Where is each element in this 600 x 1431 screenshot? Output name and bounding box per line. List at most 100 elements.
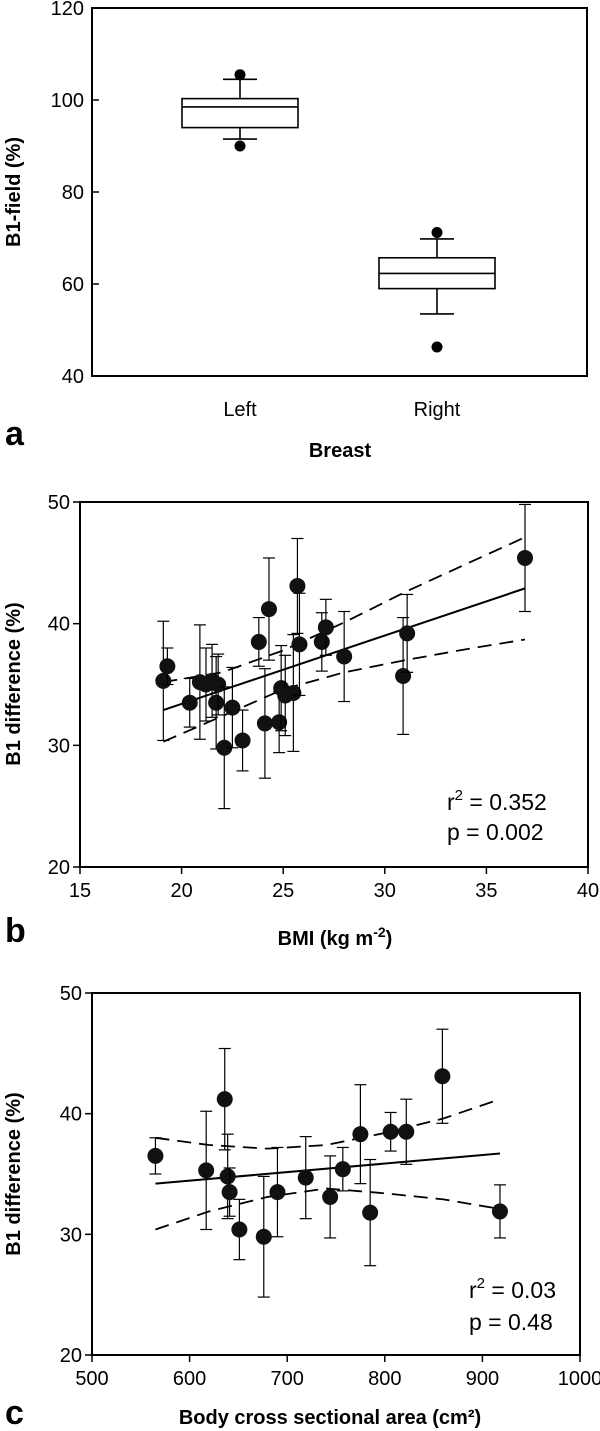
r-squared-text: r2 = 0.352 bbox=[447, 787, 547, 815]
data-point bbox=[399, 625, 416, 642]
data-point-group bbox=[285, 634, 302, 753]
p-value-text: p = 0.002 bbox=[447, 819, 544, 845]
data-point bbox=[208, 694, 225, 711]
x-axis-label: BMI (kg m-2) bbox=[278, 924, 393, 950]
data-point bbox=[231, 1221, 248, 1238]
x-tick-label: Left bbox=[223, 399, 257, 421]
y-tick-label: 120 bbox=[51, 0, 84, 20]
data-point bbox=[285, 685, 302, 702]
data-point-group bbox=[210, 653, 227, 716]
data-points bbox=[147, 1028, 508, 1298]
data-point bbox=[255, 1228, 272, 1245]
data-point bbox=[155, 672, 172, 689]
x-tick-label: 1000 bbox=[558, 1368, 600, 1390]
data-point-group bbox=[317, 598, 334, 656]
y-tick-label: 40 bbox=[60, 1104, 82, 1126]
data-point bbox=[297, 1169, 314, 1186]
box-left bbox=[181, 69, 299, 152]
data-point-group bbox=[255, 1175, 272, 1298]
data-point-group bbox=[297, 1135, 314, 1220]
data-point-group bbox=[517, 503, 534, 613]
data-point-group bbox=[269, 1146, 286, 1238]
data-point-group bbox=[208, 655, 225, 750]
data-point bbox=[219, 1168, 236, 1185]
data-point bbox=[271, 714, 288, 731]
y-tick-label: 30 bbox=[48, 735, 70, 757]
y-tick-label: 80 bbox=[62, 182, 84, 204]
box-series bbox=[181, 69, 496, 353]
y-axis-label: B1 difference (%) bbox=[3, 1092, 25, 1255]
outlier-point bbox=[431, 341, 443, 353]
data-point bbox=[216, 1091, 233, 1108]
data-point-group bbox=[181, 677, 198, 728]
x-tick-label: 700 bbox=[271, 1368, 304, 1390]
regression-lines bbox=[155, 1098, 501, 1231]
data-point bbox=[250, 633, 267, 650]
data-point bbox=[395, 667, 412, 684]
data-point bbox=[336, 648, 353, 665]
data-point-group bbox=[231, 1198, 248, 1261]
data-point bbox=[322, 1188, 339, 1205]
data-point bbox=[491, 1203, 508, 1220]
data-point bbox=[221, 1184, 238, 1201]
y-tick-label: 20 bbox=[48, 857, 70, 879]
data-point-group bbox=[322, 1155, 339, 1239]
panel-label-c: c bbox=[5, 1394, 24, 1431]
data-point bbox=[216, 739, 233, 756]
data-point-group bbox=[334, 1146, 351, 1192]
y-tick-label: 100 bbox=[51, 90, 84, 112]
data-point-group bbox=[491, 1184, 508, 1239]
p-value-text: p = 0.48 bbox=[469, 1309, 553, 1335]
y-tick-label: 60 bbox=[62, 274, 84, 296]
panel-label-b: b bbox=[5, 912, 26, 950]
confidence-band-lower bbox=[162, 638, 526, 743]
data-point bbox=[260, 601, 277, 618]
data-point bbox=[317, 619, 334, 636]
x-tick-label: 20 bbox=[170, 880, 192, 902]
plot-frame bbox=[91, 7, 588, 377]
data-point-group bbox=[256, 668, 273, 779]
x-tick-label: 15 bbox=[69, 880, 91, 902]
data-point bbox=[224, 699, 241, 716]
data-point bbox=[398, 1123, 415, 1140]
data-point-group bbox=[291, 592, 308, 697]
data-point bbox=[181, 694, 198, 711]
data-point-group bbox=[260, 557, 277, 661]
data-point bbox=[517, 549, 534, 566]
data-point-group bbox=[159, 647, 176, 686]
data-point-group bbox=[399, 593, 416, 673]
confidence-band-lower bbox=[155, 1187, 501, 1231]
r-squared-text: r2 = 0.03 bbox=[469, 1275, 556, 1303]
axis-ticks: 500 600 700 800 900 1000 20 30 40 50 bbox=[60, 983, 600, 1390]
x-tick-label: 500 bbox=[75, 1368, 108, 1390]
x-tick-label: 800 bbox=[368, 1368, 401, 1390]
data-point-group bbox=[216, 686, 233, 810]
plot-frame bbox=[79, 501, 589, 868]
data-point bbox=[289, 577, 306, 594]
x-tick-label: 600 bbox=[173, 1368, 206, 1390]
data-point bbox=[382, 1123, 399, 1140]
data-point-group bbox=[221, 1167, 238, 1217]
data-point bbox=[362, 1204, 379, 1221]
data-point-group bbox=[147, 1137, 164, 1175]
data-point bbox=[291, 636, 308, 653]
data-point-group bbox=[352, 1084, 369, 1185]
data-point-group bbox=[234, 709, 251, 772]
y-tick-label: 30 bbox=[60, 1224, 82, 1246]
data-point-group bbox=[289, 537, 306, 635]
data-point-group bbox=[216, 1047, 233, 1151]
data-point-group bbox=[250, 616, 267, 667]
y-tick-label: 50 bbox=[48, 492, 70, 514]
box-right bbox=[378, 226, 496, 353]
data-point-group bbox=[398, 1098, 415, 1165]
data-point bbox=[334, 1161, 351, 1178]
regression-line bbox=[155, 1152, 501, 1185]
y-tick-label: 50 bbox=[60, 983, 82, 1005]
y-axis-ticks: 40 60 80 100 120 bbox=[51, 0, 99, 388]
x-tick-label: 35 bbox=[475, 880, 497, 902]
y-tick-label: 40 bbox=[62, 366, 84, 388]
data-point bbox=[434, 1068, 451, 1085]
outlier-point bbox=[431, 226, 443, 238]
